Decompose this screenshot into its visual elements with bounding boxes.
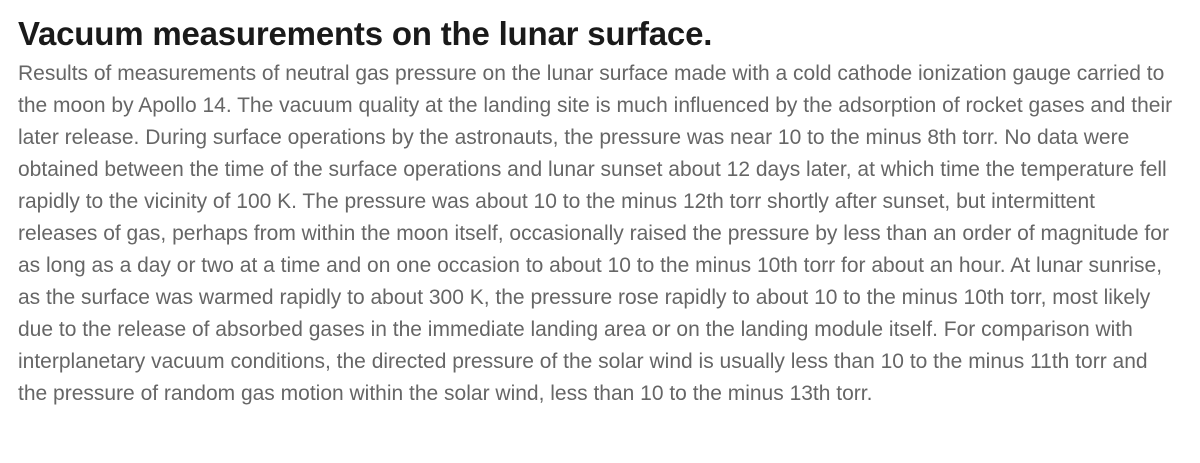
- article-title: Vacuum measurements on the lunar surface…: [18, 15, 713, 52]
- article-abstract: Results of measurements of neutral gas p…: [18, 62, 1173, 405]
